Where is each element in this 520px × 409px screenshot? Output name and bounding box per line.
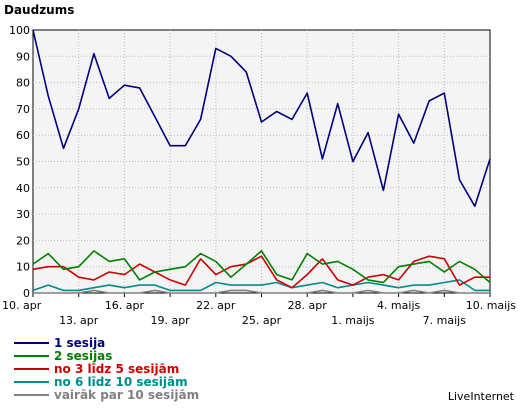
- y-tick-label: 10: [16, 261, 30, 274]
- legend-label: vairāk par 10 sesijām: [54, 388, 199, 402]
- x-axis-ticks: 10. apr 13. apr 16. apr 19. apr 22. apr 25. a…: [2, 293, 516, 327]
- y-tick-label: 30: [16, 208, 30, 221]
- series-lines: [32, 29, 491, 294]
- y-tick-label: 0: [23, 287, 30, 300]
- series-line: [32, 279, 490, 292]
- y-axis-ticks: 0 10 20 30 40 50 60 70 80 90 100: [9, 24, 30, 300]
- legend-label: 2 sesijas: [54, 349, 112, 363]
- y-tick-label: 90: [16, 50, 30, 63]
- x-tick-label: 10. maijs: [466, 299, 517, 312]
- legend-label: no 3 līdz 5 sesijām: [54, 362, 179, 376]
- x-tick-label: 13. apr: [59, 314, 99, 327]
- x-tick-label: 7. maijs: [423, 314, 467, 327]
- y-tick-label: 60: [16, 129, 30, 142]
- y-tick-label: 40: [16, 182, 30, 195]
- series-line: [32, 250, 491, 284]
- y-tick-label: 20: [16, 234, 30, 247]
- x-tick-label: 4. maijs: [377, 299, 421, 312]
- legend-label: no 6 līdz 10 sesijām: [54, 375, 188, 389]
- series-line: [32, 29, 491, 207]
- x-tick-label: 25. apr: [242, 314, 282, 327]
- series-line: [32, 255, 490, 289]
- series-line: [33, 289, 490, 294]
- x-tick-label: 16. apr: [105, 299, 145, 312]
- y-tick-label: 70: [16, 103, 30, 116]
- x-tick-label: 19. apr: [150, 314, 190, 327]
- grid-lines: [33, 30, 490, 293]
- y-tick-label: 100: [9, 24, 30, 37]
- x-tick-label: 10. apr: [2, 299, 42, 312]
- chart-title: Daudzums: [4, 3, 74, 17]
- y-tick-label: 80: [16, 77, 30, 90]
- watermark-text: LiveInternet: [448, 390, 515, 403]
- x-tick-label: 22. apr: [196, 299, 236, 312]
- legend-label: 1 sesija: [54, 336, 105, 350]
- x-tick-label: 28. apr: [288, 299, 328, 312]
- x-tick-label: 1. maijs: [331, 314, 375, 327]
- y-tick-label: 50: [16, 156, 30, 169]
